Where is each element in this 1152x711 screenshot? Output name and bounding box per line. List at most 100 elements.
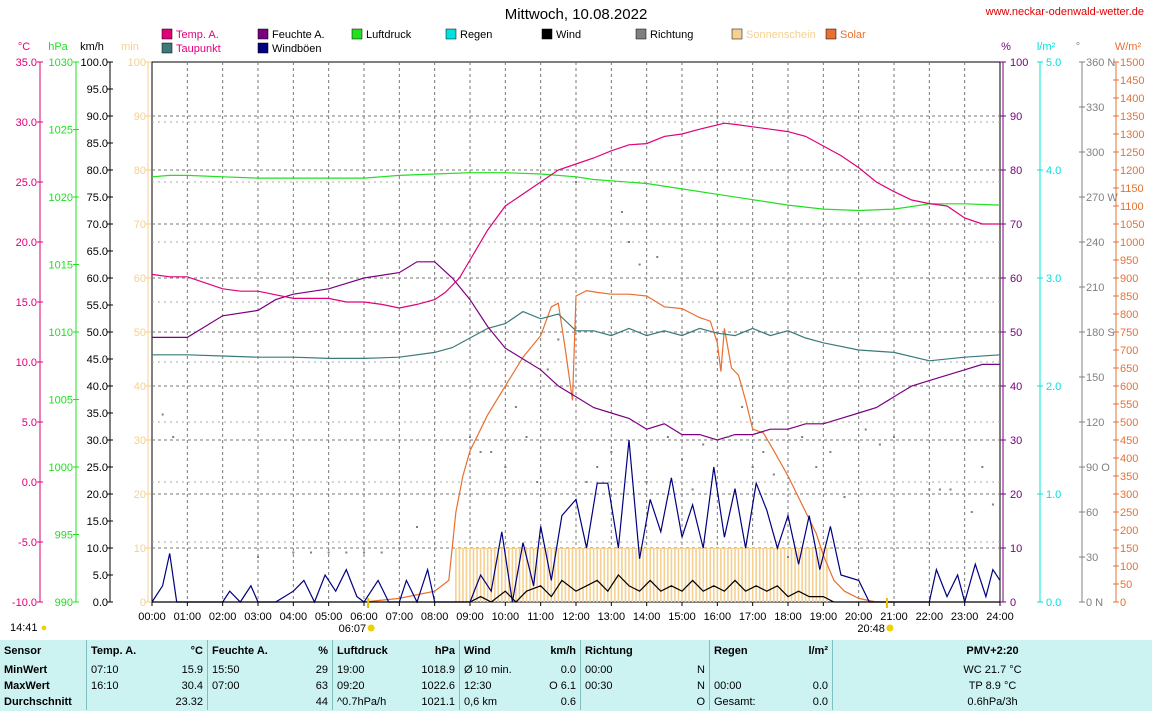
solar-tick-label: 250 xyxy=(1120,507,1138,519)
solar-tick-label: 950 xyxy=(1120,255,1138,267)
wind-tick-label: 5.0 xyxy=(93,570,108,582)
x-tick-label: 02:00 xyxy=(209,611,237,623)
stats-header: Luftdruck xyxy=(332,640,405,662)
stats-header: Sensor xyxy=(4,645,42,657)
solar-tick-label: 0 xyxy=(1120,597,1126,609)
solar-tick-label: 50 xyxy=(1120,579,1132,591)
wind-tick-label: 50.0 xyxy=(87,327,108,339)
x-tick-label: 23:00 xyxy=(951,611,979,623)
richtung-point xyxy=(691,488,694,491)
legend-label: Solar xyxy=(840,29,866,41)
wind-axis-unit: km/h xyxy=(80,41,104,53)
stats-header: km/h xyxy=(550,645,576,657)
richtung-point xyxy=(504,466,507,468)
richtung-point xyxy=(380,551,383,554)
stats-row-max: MaxWert 16:10 30.4 07:00 63 09:20 1022.6… xyxy=(0,678,1152,694)
rain-tick-label: 4.0 xyxy=(1046,165,1061,177)
richtung-point xyxy=(363,551,365,554)
x-tick-label: 13:00 xyxy=(598,611,626,623)
stats-header: Temp. A. xyxy=(86,640,157,662)
richtung-point xyxy=(843,496,846,498)
sun-tick-label: 30 xyxy=(134,435,146,447)
legend-swatch xyxy=(161,28,173,40)
richtung-point xyxy=(161,413,164,416)
legend-swatch xyxy=(351,28,363,40)
pressure-tick-label: 995 xyxy=(55,530,73,542)
stats-header: °C xyxy=(190,645,203,657)
solar-tick-label: 1050 xyxy=(1120,219,1144,231)
wind-tick-label: 25.0 xyxy=(87,462,108,474)
sun-tick-label: 60 xyxy=(134,273,146,285)
temp-tick-label: 5.0 xyxy=(22,417,37,429)
legend-swatch xyxy=(161,42,173,54)
x-tick-label: 21:00 xyxy=(880,611,908,623)
solar-line xyxy=(363,289,894,603)
sun-tick-label: 90 xyxy=(134,111,146,123)
wind-tick-label: 15.0 xyxy=(87,516,108,528)
richtung-point xyxy=(970,511,973,513)
solar-tick-label: 500 xyxy=(1120,417,1138,429)
x-tick-label: 22:00 xyxy=(916,611,944,623)
site-link[interactable]: www.neckar-odenwald-wetter.de xyxy=(985,6,1144,18)
richtung-point xyxy=(585,481,588,483)
solar-axis-unit: W/m² xyxy=(1115,41,1142,53)
pressure-tick-label: 1010 xyxy=(49,327,73,339)
solar-tick-label: 600 xyxy=(1120,381,1138,393)
pressure-tick-label: 1005 xyxy=(49,395,73,407)
rain-tick-label: 3.0 xyxy=(1046,273,1061,285)
stat-cell: N xyxy=(697,664,705,676)
legend-swatch xyxy=(825,28,837,40)
solar-tick-label: 200 xyxy=(1120,525,1138,537)
richtung-point xyxy=(596,466,599,468)
stat-cell xyxy=(709,662,784,678)
richtung-point xyxy=(172,436,175,438)
wind-tick-label: 85.0 xyxy=(87,138,108,150)
x-tick-label: 08:00 xyxy=(421,611,449,623)
wind-tick-label: 90.0 xyxy=(87,111,108,123)
legend-swatch xyxy=(541,28,553,40)
richtung-point xyxy=(310,551,312,554)
wind-tick-label: 20.0 xyxy=(87,489,108,501)
sunrise-label: 06:07 xyxy=(339,623,367,635)
x-tick-label: 20:00 xyxy=(845,611,873,623)
direction-axis-unit: ° xyxy=(1076,41,1080,53)
richtung-point xyxy=(716,121,719,123)
humidity-axis-unit: % xyxy=(1001,41,1011,53)
legend-label: Richtung xyxy=(650,29,693,41)
current-time-value: 14:41 xyxy=(10,622,38,634)
richtung-point xyxy=(292,551,295,554)
solar-tick-label: 650 xyxy=(1120,363,1138,375)
sun-axis-unit: min xyxy=(121,41,139,53)
solar-tick-label: 1000 xyxy=(1120,237,1144,249)
richtung-point xyxy=(772,473,775,476)
rain-axis-unit: l/m² xyxy=(1037,41,1056,53)
x-tick-label: 05:00 xyxy=(315,611,343,623)
richtung-point xyxy=(490,451,493,453)
solar-tick-label: 350 xyxy=(1120,471,1138,483)
richtung-point xyxy=(257,556,259,558)
x-tick-label: 06:00 xyxy=(350,611,378,623)
wind-tick-label: 80.0 xyxy=(87,165,108,177)
stat-cell: Gesamt: xyxy=(709,694,784,710)
wind-tick-label: 70.0 xyxy=(87,219,108,231)
stat-cell: 1022.6 xyxy=(421,680,455,692)
wind-line xyxy=(152,574,1000,603)
stat-cell: 07:10 xyxy=(86,662,157,678)
richtung-point xyxy=(610,451,613,453)
row-label: Durchschnitt xyxy=(4,696,72,708)
sun-tick-label: 20 xyxy=(134,489,146,501)
stats-header: Richtung xyxy=(580,640,661,662)
x-tick-label: 24:00 xyxy=(986,611,1014,623)
rain-tick-label: 1.0 xyxy=(1046,489,1061,501)
wind-tick-label: 0.0 xyxy=(93,597,108,609)
x-tick-label: 01:00 xyxy=(174,611,202,623)
richtung-point xyxy=(628,241,630,243)
row-label: MinWert xyxy=(4,664,48,676)
stat-cell: 44 xyxy=(315,696,328,708)
stat-cell: O 6.1 xyxy=(549,680,576,692)
temp-tick-label: 0.0 xyxy=(22,477,37,489)
stat-cell: 15.9 xyxy=(181,664,203,676)
wind-tick-label: 40.0 xyxy=(87,381,108,393)
x-tick-label: 09:00 xyxy=(456,611,484,623)
stats-row-min: MinWert 07:10 15.9 15:50 29 19:00 1018.9… xyxy=(0,662,1152,678)
